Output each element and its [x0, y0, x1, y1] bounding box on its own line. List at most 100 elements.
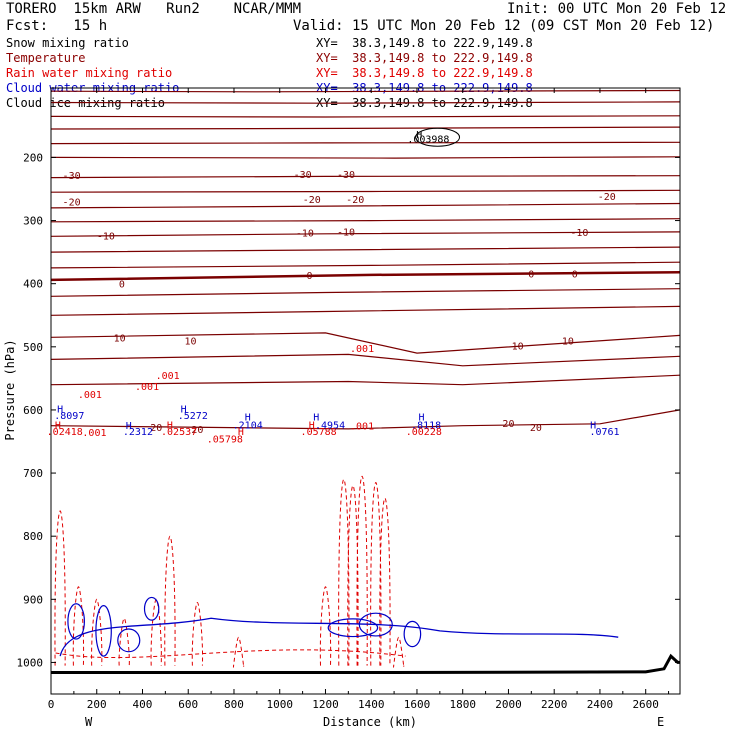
contour-label-16: 10	[185, 337, 197, 348]
isotherm-16	[50, 332, 681, 354]
isotherm-0	[50, 89, 681, 93]
rain-contour-14	[393, 636, 405, 668]
contour-label-29: H	[416, 130, 422, 141]
isotherm-17	[50, 353, 681, 367]
isotherm-15	[50, 305, 681, 316]
isotherm-19	[50, 409, 681, 430]
rain-contour-13	[379, 497, 391, 666]
x-tick-label-13: 2600	[632, 698, 659, 711]
contour-label-6: -20	[598, 192, 616, 203]
contour-label-10: -10	[570, 228, 588, 239]
contour-label-8: -10	[296, 229, 314, 240]
rain-contour-7	[232, 636, 245, 668]
isotherm-11	[50, 246, 681, 253]
contour-label-33: H	[181, 405, 187, 416]
rain-contour-5	[164, 535, 176, 666]
y-tick-label-5: 700	[23, 467, 43, 480]
header-fcst: Fcst: 15 h	[6, 18, 108, 34]
isotherm-3	[50, 126, 681, 130]
contour-label-28: .001	[350, 422, 374, 433]
field-rain-xy: XY= 38.3,149.8 to 222.9,149.8	[316, 66, 533, 80]
cloud-cell-0	[67, 603, 85, 640]
contour-label-17: 10	[512, 342, 524, 353]
rain-water-contours	[54, 475, 406, 668]
field-temp-name: Temperature	[6, 51, 86, 65]
rain-contour-12	[370, 481, 382, 666]
isotherm-14	[50, 288, 681, 297]
cloud-cell-2	[143, 596, 160, 621]
contour-label-18: 10	[562, 337, 574, 348]
field-snow-name: Snow mixing ratio	[6, 36, 129, 50]
contour-label-21: 20	[502, 419, 514, 430]
contour-label-22: 20	[530, 423, 542, 434]
isotherm-8	[50, 202, 681, 209]
contour-label-23: .001	[78, 390, 102, 401]
contour-label-48: .02537	[161, 427, 197, 438]
isotherm-6	[50, 175, 681, 179]
isotherm-1	[50, 101, 681, 104]
contour-label-25: .001	[156, 371, 180, 382]
isotherm-4	[50, 141, 681, 145]
contour-label-1: -30	[294, 170, 312, 181]
isotherm-5	[50, 156, 681, 159]
y-tick-label-7: 900	[23, 593, 43, 606]
contour-labels: -30 -30 -30 -20 -20 -20 -20 -10 -10 -10 -10 0 0 0 0 10 1…	[47, 130, 620, 445]
contour-label-14: 0	[572, 270, 578, 281]
contour-label-52: .05788	[301, 427, 337, 438]
rain-contour-1	[72, 586, 85, 666]
x-tick-label-6: 1200	[312, 698, 339, 711]
header-init: Init: 00 UTC Mon 20 Feb 12	[507, 1, 727, 17]
x-tick-label-11: 2200	[541, 698, 568, 711]
field-rain-name: Rain water mixing ratio	[6, 66, 173, 80]
isotherm-18	[50, 374, 681, 386]
contour-label-49: H	[238, 427, 244, 438]
contour-label-0: -30	[63, 171, 81, 182]
rain-contour-base	[55, 649, 406, 659]
isotherm-10	[50, 231, 681, 237]
rain-contour-4	[150, 598, 162, 666]
cloud-cell-1	[95, 605, 112, 657]
cloud-contour-main	[59, 617, 619, 657]
x-tick-label-8: 1600	[404, 698, 431, 711]
rain-contour-9	[338, 478, 350, 666]
isotherm-7	[50, 189, 681, 193]
contour-label-38: .2104	[233, 420, 263, 431]
contour-label-47: H	[167, 420, 173, 431]
contour-label-45: H	[55, 420, 61, 431]
rain-contour-0	[54, 510, 66, 666]
contour-label-12: 0	[306, 271, 312, 282]
y-tick-label-2: 400	[23, 278, 43, 291]
x-tick-label-1: 200	[87, 698, 107, 711]
contour-label-5: -20	[346, 195, 364, 206]
y-axis-label: Pressure (hPa)	[3, 339, 17, 440]
contour-label-15: 10	[114, 333, 126, 344]
plot-frame	[50, 87, 681, 695]
x-tick-label-0: 0	[48, 698, 55, 711]
contour-label-36: .2312	[123, 427, 153, 438]
x-tick-label-9: 1800	[449, 698, 476, 711]
contour-label-11: 0	[119, 280, 125, 291]
contour-label-19: 20	[150, 423, 162, 434]
field-snow-xy: XY= 38.3,149.8 to 222.9,149.8	[316, 36, 533, 50]
cloud-cell-6	[117, 628, 141, 653]
x-tick-label-10: 2000	[495, 698, 522, 711]
rain-contour-6	[191, 601, 204, 666]
isotherm-2	[50, 115, 681, 118]
contour-label-30: .003988	[407, 135, 449, 146]
contour-label-9: -10	[337, 227, 355, 238]
isotherm-12	[50, 261, 681, 269]
contour-label-35: H	[126, 421, 132, 432]
y-tick-label-4: 600	[23, 404, 43, 417]
isotherm-9	[50, 218, 681, 223]
y-tick-label-3: 500	[23, 341, 43, 354]
rain-contour-3	[118, 617, 130, 666]
snow-contour	[415, 127, 461, 147]
west-label: W	[85, 715, 93, 729]
contour-label-32: .8097	[54, 411, 84, 422]
contour-label-7: -10	[97, 232, 115, 243]
contour-label-34: .5272	[178, 411, 208, 422]
contour-label-44: .0761	[589, 427, 619, 438]
x-tick-label-3: 600	[178, 698, 198, 711]
contour-label-51: H	[309, 420, 315, 431]
